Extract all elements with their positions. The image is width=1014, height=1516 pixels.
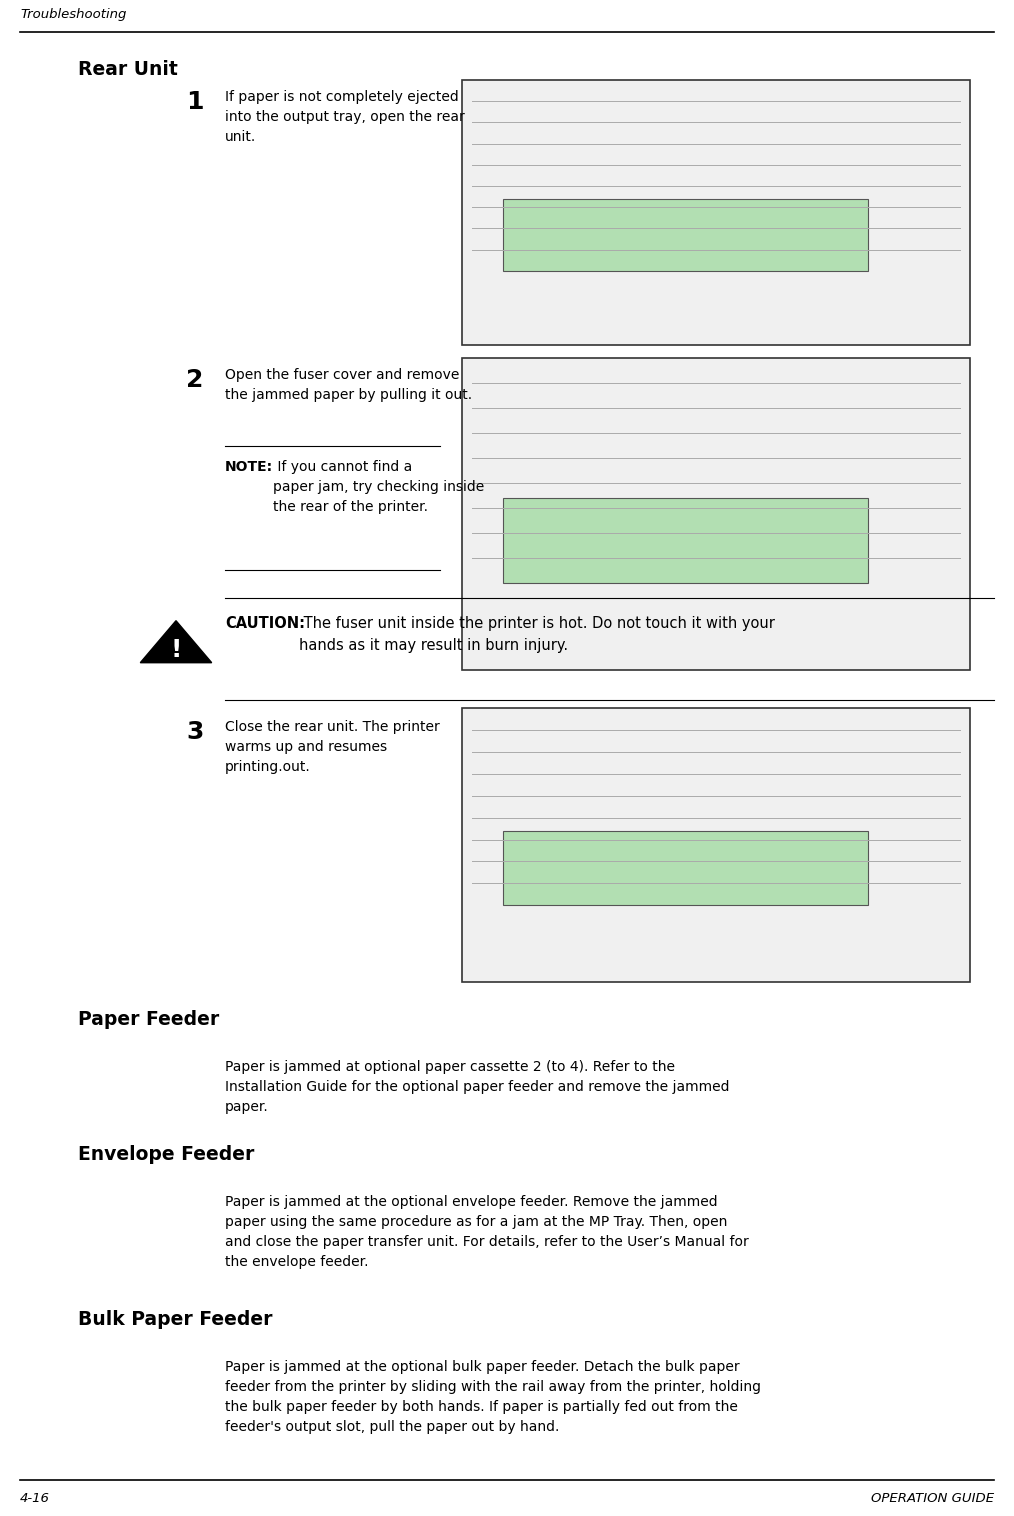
Text: 3: 3 <box>187 720 204 744</box>
Text: If you cannot find a
paper jam, try checking inside
the rear of the printer.: If you cannot find a paper jam, try chec… <box>273 459 485 514</box>
Text: OPERATION GUIDE: OPERATION GUIDE <box>871 1492 994 1505</box>
Text: 4-16: 4-16 <box>20 1492 50 1505</box>
Text: Paper Feeder: Paper Feeder <box>78 1010 219 1029</box>
Bar <box>503 831 868 905</box>
Text: Envelope Feeder: Envelope Feeder <box>78 1145 255 1164</box>
Polygon shape <box>140 620 212 662</box>
Text: If paper is not completely ejected
into the output tray, open the rear
unit.: If paper is not completely ejected into … <box>225 89 464 144</box>
Text: Paper is jammed at the optional envelope feeder. Remove the jammed
paper using t: Paper is jammed at the optional envelope… <box>225 1195 748 1269</box>
Bar <box>462 708 970 982</box>
Text: Paper is jammed at the optional bulk paper feeder. Detach the bulk paper
feeder : Paper is jammed at the optional bulk pap… <box>225 1360 760 1434</box>
Text: Rear Unit: Rear Unit <box>78 61 177 79</box>
Text: The fuser unit inside the printer is hot. Do not touch it with your
hands as it : The fuser unit inside the printer is hot… <box>299 615 775 652</box>
Text: Bulk Paper Feeder: Bulk Paper Feeder <box>78 1310 273 1330</box>
Text: NOTE:: NOTE: <box>225 459 273 475</box>
Text: Troubleshooting: Troubleshooting <box>20 8 127 21</box>
Bar <box>503 199 868 271</box>
Bar <box>462 80 970 346</box>
Text: 2: 2 <box>187 368 204 393</box>
Bar <box>503 499 868 582</box>
Text: Paper is jammed at optional paper cassette 2 (to 4). Refer to the
Installation G: Paper is jammed at optional paper casset… <box>225 1060 729 1114</box>
Text: 1: 1 <box>187 89 204 114</box>
Bar <box>462 358 970 670</box>
Text: Open the fuser cover and remove
the jammed paper by pulling it out.: Open the fuser cover and remove the jamm… <box>225 368 473 402</box>
Text: !: ! <box>170 638 182 662</box>
Text: CAUTION:: CAUTION: <box>225 615 305 631</box>
Text: Close the rear unit. The printer
warms up and resumes
printing.out.: Close the rear unit. The printer warms u… <box>225 720 440 775</box>
